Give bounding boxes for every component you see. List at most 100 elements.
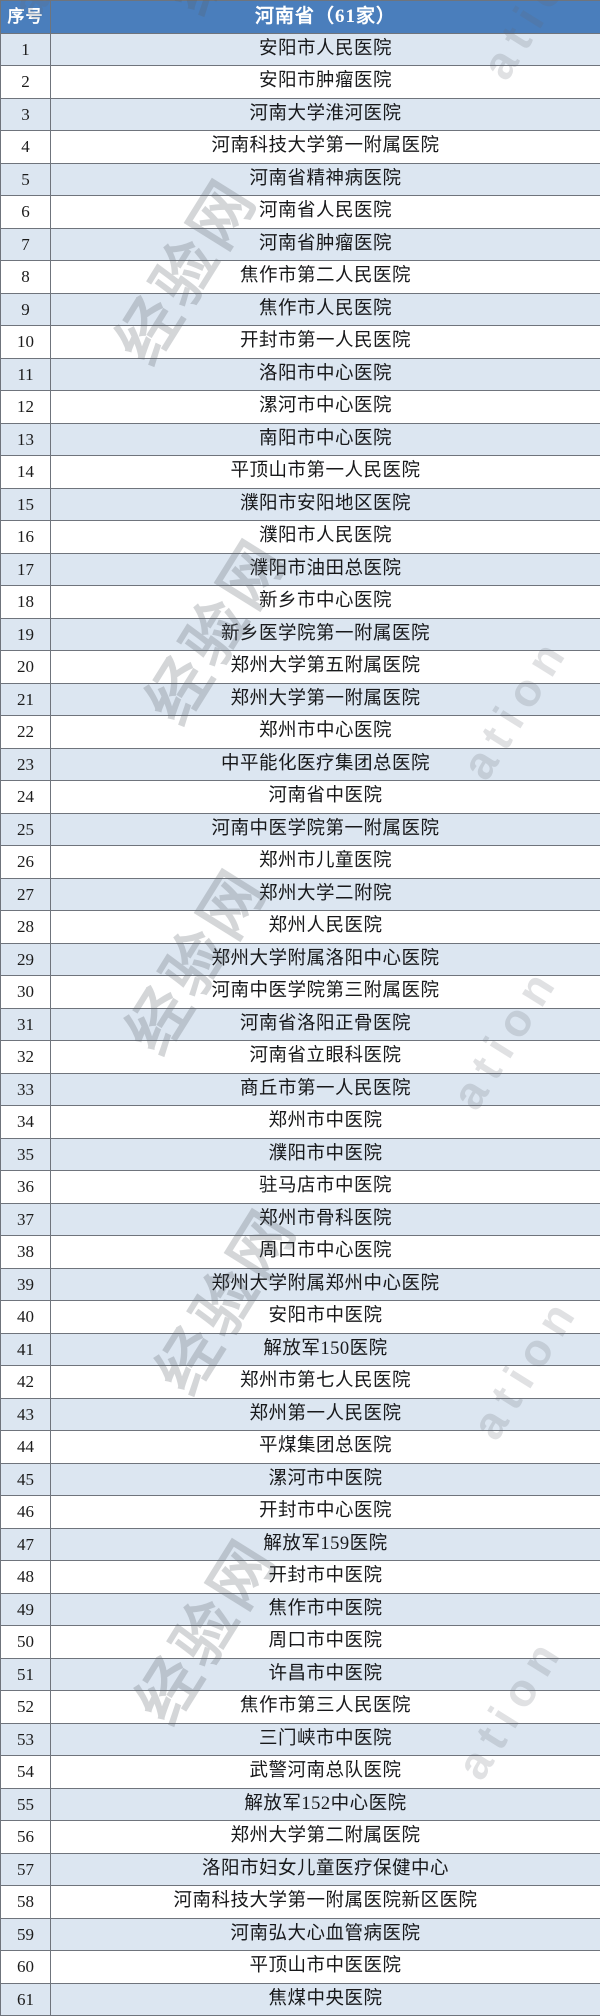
row-index: 26 (1, 846, 51, 879)
hospital-name: 濮阳市中医院 (51, 1138, 600, 1171)
hospital-name: 中平能化医疗集团总医院 (51, 748, 600, 781)
table-header: 序号 河南省（61家） (1, 1, 600, 34)
hospital-name: 河南科技大学第一附属医院新区医院 (51, 1886, 600, 1919)
hospital-name: 南阳市中心医院 (51, 423, 600, 456)
row-index: 21 (1, 683, 51, 716)
row-index: 16 (1, 521, 51, 554)
row-index: 14 (1, 456, 51, 489)
row-index: 4 (1, 131, 51, 164)
hospital-name: 焦作市第二人民医院 (51, 261, 600, 294)
row-index: 48 (1, 1561, 51, 1594)
hospital-name: 许昌市中医院 (51, 1658, 600, 1691)
hospital-name: 河南省肿瘤医院 (51, 228, 600, 261)
hospital-name: 郑州市骨科医院 (51, 1203, 600, 1236)
row-index: 34 (1, 1106, 51, 1139)
row-index: 29 (1, 943, 51, 976)
hospital-name: 平顶山市中医医院 (51, 1951, 600, 1984)
row-index: 33 (1, 1073, 51, 1106)
hospital-name: 郑州市第七人民医院 (51, 1366, 600, 1399)
row-index: 28 (1, 911, 51, 944)
hospital-name: 平煤集团总医院 (51, 1431, 600, 1464)
row-index: 23 (1, 748, 51, 781)
row-index: 52 (1, 1691, 51, 1724)
row-index: 56 (1, 1821, 51, 1854)
row-index: 30 (1, 976, 51, 1009)
hospital-name: 河南省立眼科医院 (51, 1041, 600, 1074)
hospital-name: 河南省人民医院 (51, 196, 600, 229)
table-header-row: 序号 河南省（61家） (1, 1, 600, 34)
row-index: 36 (1, 1171, 51, 1204)
row-index: 57 (1, 1853, 51, 1886)
row-index: 39 (1, 1268, 51, 1301)
row-index: 13 (1, 423, 51, 456)
row-index: 38 (1, 1236, 51, 1269)
hospital-name: 驻马店市中医院 (51, 1171, 600, 1204)
row-index: 11 (1, 358, 51, 391)
hospital-name: 焦煤中央医院 (51, 1983, 600, 2016)
hospital-name: 濮阳市安阳地区医院 (51, 488, 600, 521)
row-index: 31 (1, 1008, 51, 1041)
hospital-name: 河南中医学院第一附属医院 (51, 813, 600, 846)
hospital-name: 郑州人民医院 (51, 911, 600, 944)
hospital-name: 解放军159医院 (51, 1528, 600, 1561)
hospital-name: 三门峡市中医院 (51, 1723, 600, 1756)
hospital-name: 河南省精神病医院 (51, 163, 600, 196)
row-index: 59 (1, 1918, 51, 1951)
row-index: 24 (1, 781, 51, 814)
row-index: 32 (1, 1041, 51, 1074)
hospital-name: 河南科技大学第一附属医院 (51, 131, 600, 164)
column-header-index: 序号 (1, 1, 51, 34)
hospital-name: 郑州大学第一附属医院 (51, 683, 600, 716)
hospital-name: 濮阳市油田总医院 (51, 553, 600, 586)
row-index: 7 (1, 228, 51, 261)
hospital-name: 郑州大学第二附属医院 (51, 1821, 600, 1854)
row-index: 5 (1, 163, 51, 196)
row-index: 37 (1, 1203, 51, 1236)
row-index: 50 (1, 1626, 51, 1659)
row-index: 35 (1, 1138, 51, 1171)
hospital-name: 郑州大学附属洛阳中心医院 (51, 943, 600, 976)
row-index: 17 (1, 553, 51, 586)
row-index: 25 (1, 813, 51, 846)
row-index: 10 (1, 326, 51, 359)
row-index: 9 (1, 293, 51, 326)
row-index: 47 (1, 1528, 51, 1561)
hospital-name: 开封市第一人民医院 (51, 326, 600, 359)
